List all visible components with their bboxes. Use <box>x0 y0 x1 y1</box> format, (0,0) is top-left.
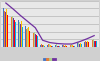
Legend: , , , : , , , <box>44 57 56 60</box>
Bar <box>19 23 20 47</box>
Bar <box>11 17 12 47</box>
Bar <box>43 45 44 47</box>
Bar <box>71 44 72 47</box>
Bar <box>64 46 65 47</box>
Bar <box>58 46 59 47</box>
Bar <box>84 42 85 47</box>
Bar <box>33 33 34 47</box>
Bar <box>73 46 74 47</box>
Bar <box>70 45 71 47</box>
Bar <box>18 20 19 47</box>
Bar <box>96 41 97 47</box>
Bar <box>63 45 64 47</box>
Bar <box>35 34 36 47</box>
Bar <box>15 22 16 47</box>
Bar <box>37 36 38 47</box>
Bar <box>74 46 75 47</box>
Bar <box>42 45 43 47</box>
Bar <box>20 24 21 47</box>
Bar <box>50 45 51 47</box>
Bar <box>13 18 14 47</box>
Bar <box>25 26 26 47</box>
Bar <box>5 10 6 47</box>
Bar <box>49 44 50 47</box>
Bar <box>66 46 67 47</box>
Bar <box>44 46 45 47</box>
Bar <box>3 8 4 47</box>
Bar <box>94 40 95 47</box>
Bar <box>7 15 8 47</box>
Bar <box>80 44 81 47</box>
Bar <box>21 21 22 47</box>
Bar <box>4 11 5 47</box>
Bar <box>34 32 35 47</box>
Bar <box>80 43 81 47</box>
Bar <box>77 43 78 47</box>
Bar <box>57 46 58 47</box>
Bar <box>81 44 82 47</box>
Bar <box>65 45 66 47</box>
Bar <box>14 20 15 47</box>
Bar <box>85 41 86 47</box>
Bar <box>51 46 52 47</box>
Bar <box>12 16 13 47</box>
Bar <box>27 28 28 47</box>
Bar <box>87 41 88 47</box>
Bar <box>72 45 73 47</box>
Bar <box>41 44 42 47</box>
Bar <box>47 45 48 47</box>
Bar <box>48 44 49 47</box>
Bar <box>59 46 60 47</box>
Bar <box>88 42 89 47</box>
Bar <box>79 44 80 47</box>
Bar <box>29 31 30 47</box>
Bar <box>28 27 29 47</box>
Bar <box>22 27 23 47</box>
Bar <box>52 46 53 47</box>
Bar <box>93 39 94 47</box>
Bar <box>55 45 56 47</box>
Bar <box>62 45 63 47</box>
Bar <box>92 40 93 47</box>
Bar <box>26 29 27 47</box>
Bar <box>78 42 79 47</box>
Bar <box>86 42 87 47</box>
Bar <box>6 9 7 47</box>
Bar <box>36 35 37 47</box>
Bar <box>56 44 57 47</box>
Bar <box>95 41 96 47</box>
Bar <box>40 45 41 47</box>
